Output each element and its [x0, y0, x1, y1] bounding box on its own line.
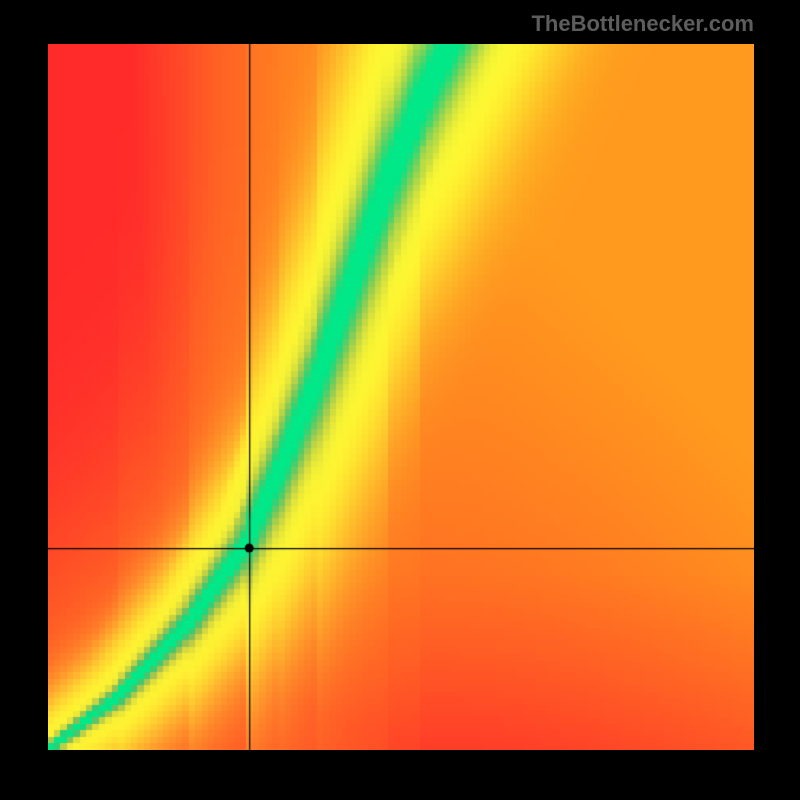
- watermark-text: TheBottlenecker.com: [531, 11, 754, 37]
- image-container: TheBottlenecker.com: [0, 0, 800, 800]
- bottleneck-heatmap: [48, 44, 754, 750]
